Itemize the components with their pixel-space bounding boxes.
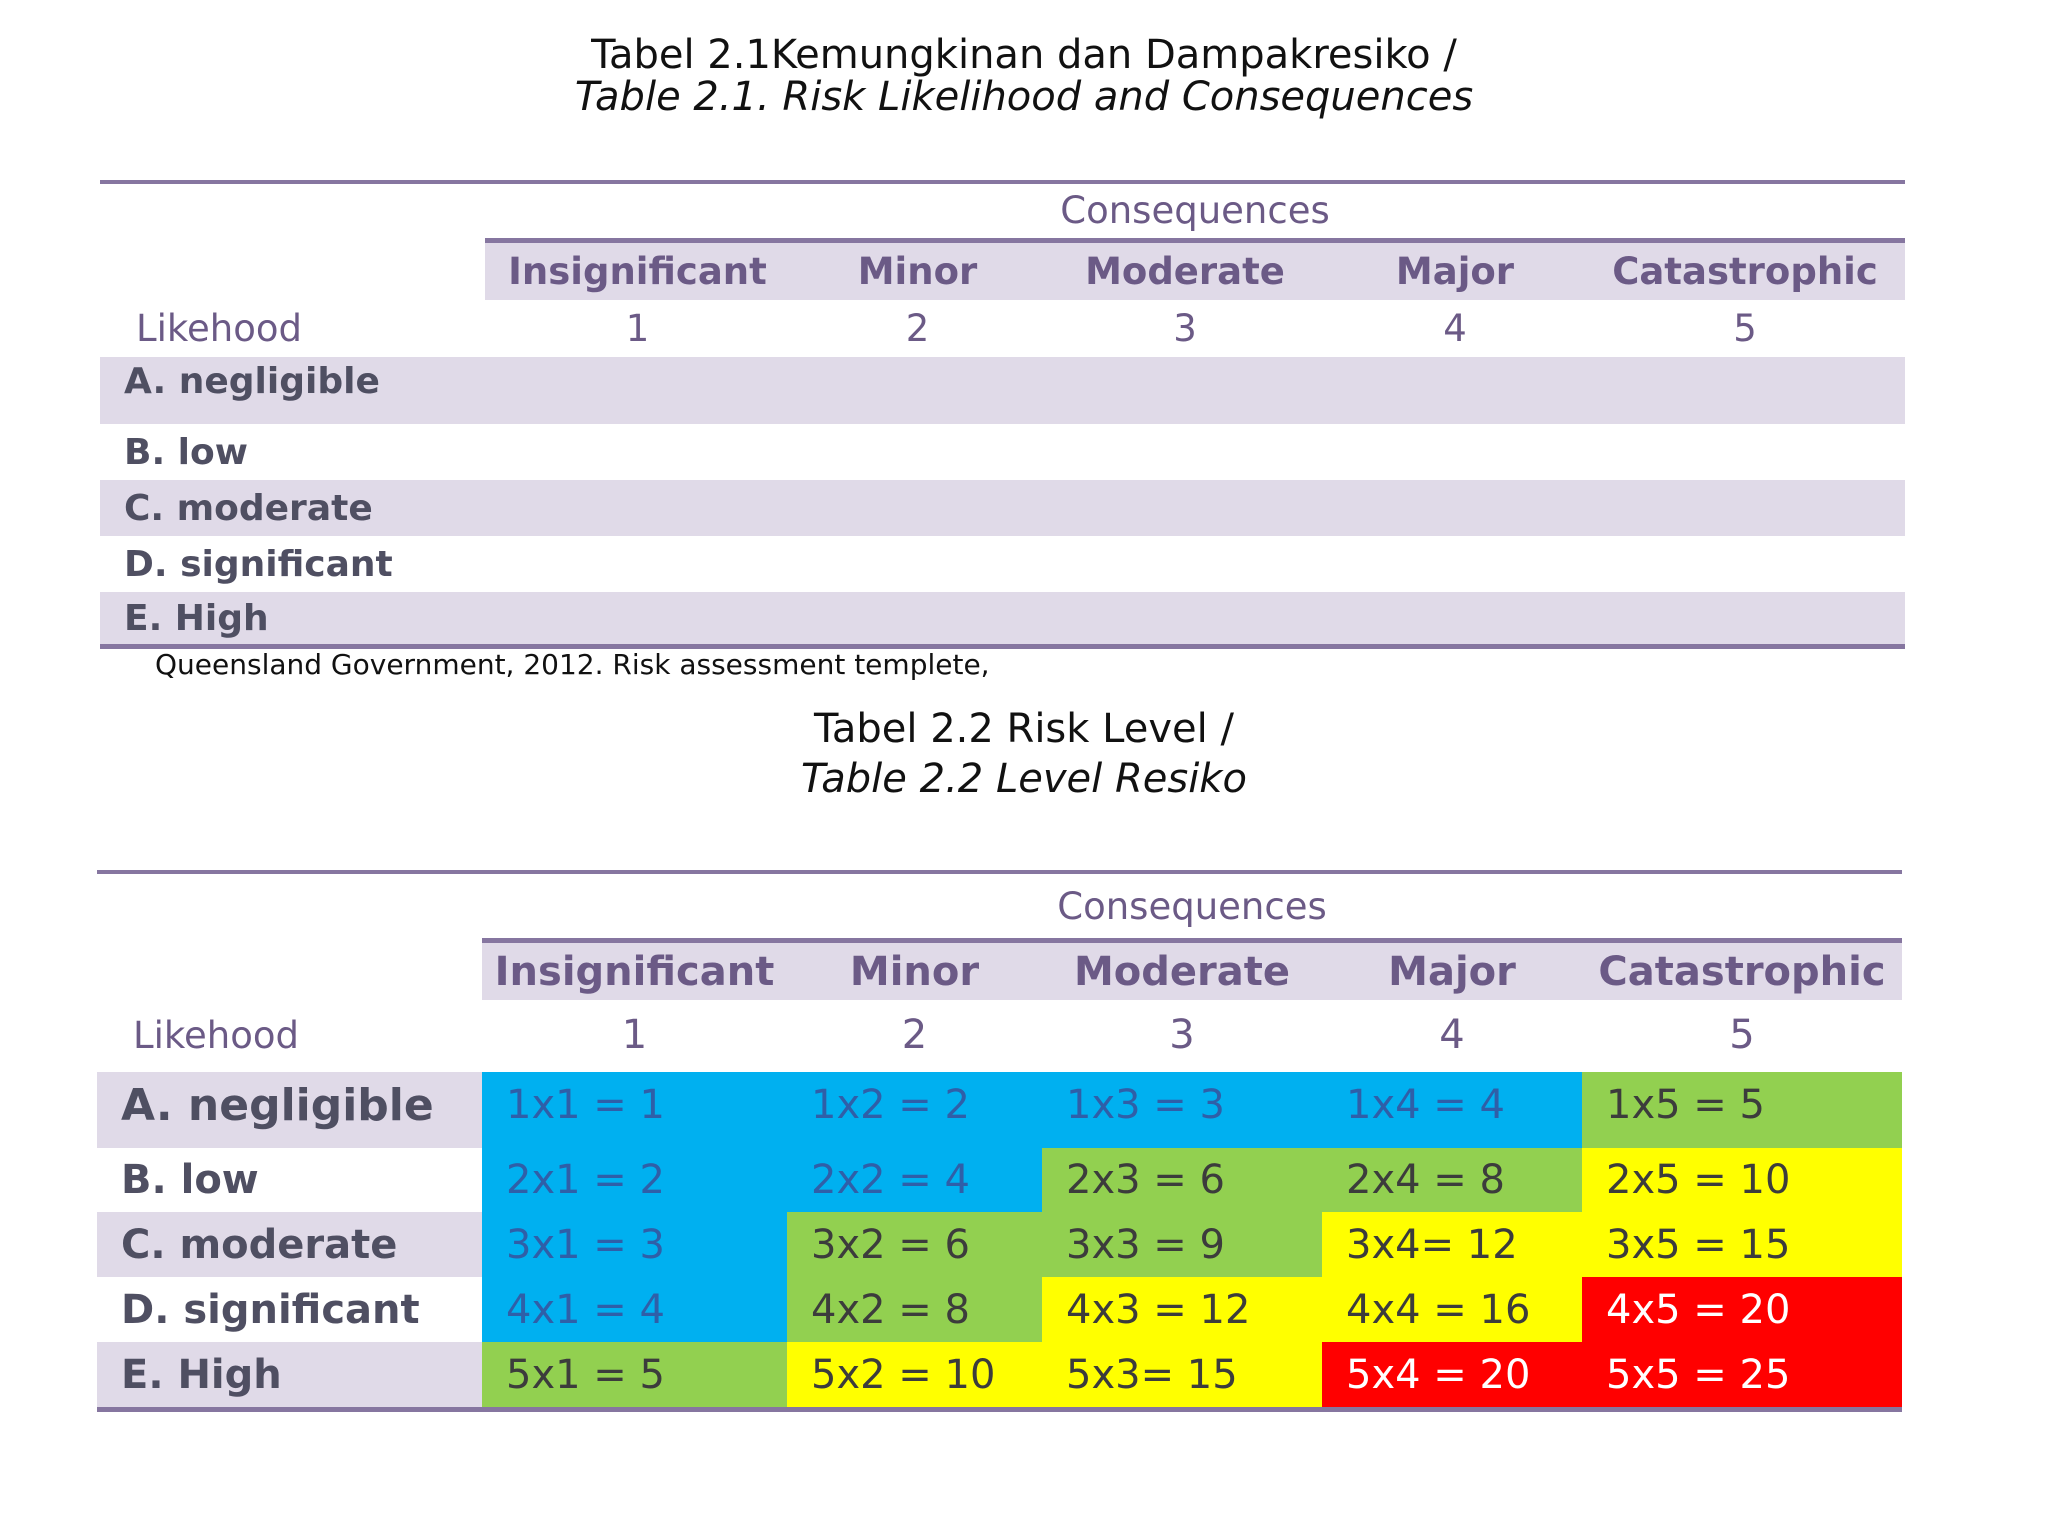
table1-top-rule [100, 180, 1905, 184]
table1-header-major: Major [1395, 250, 1515, 293]
table2-title-line2: Table 2.2 Level Resiko [801, 756, 1247, 802]
risk-cell-blue: 2x1 = 2 [482, 1148, 787, 1212]
risk-cell-red: 4x5 = 20 [1582, 1277, 1902, 1342]
table2-header-minor: Minor [849, 948, 980, 995]
table2-risk-level-matrix: Consequences Insignificant Minor Moderate M… [97, 870, 1902, 1415]
risk-cell-red: 5x5 = 25 [1582, 1342, 1902, 1407]
risk-cell-fill [787, 1138, 1042, 1148]
risk-cell-green: 3x2 = 6 [787, 1212, 1042, 1277]
table2-header-catastrophic: Catastrophic [1598, 948, 1886, 995]
risk-cell-fill [1042, 1138, 1322, 1148]
table1-row [100, 480, 1905, 536]
risk-cell-green: 2x3 = 6 [1042, 1148, 1322, 1212]
table1-row-label: C. moderate [124, 487, 373, 529]
table1-number-1: 1 [625, 306, 650, 350]
risk-cell-red: 5x4 = 20 [1322, 1342, 1582, 1407]
risk-cell-blue: 1x3 = 3 [1042, 1072, 1322, 1138]
table1-header-catastrophic: Catastrophic [1612, 250, 1878, 293]
risk-cell-blue: 1x2 = 2 [787, 1072, 1042, 1138]
risk-cell-yellow: 3x5 = 15 [1582, 1212, 1902, 1277]
source-note: Queensland Government, 2012. Risk assess… [155, 648, 990, 681]
table1-consequences-label: Consequences [1060, 189, 1330, 232]
table1-number-3: 3 [1173, 306, 1197, 350]
table2-row-label: A. negligible [121, 1079, 434, 1131]
table1-number-2: 2 [905, 306, 930, 350]
table1-row [100, 536, 1905, 592]
risk-cell-blue: 2x2 = 4 [787, 1148, 1042, 1212]
risk-cell-blue: 4x1 = 4 [482, 1277, 787, 1342]
table2-likelihood-label: Likehood [133, 1013, 299, 1057]
table2-number-5: 5 [1729, 1012, 1755, 1058]
table1-number-4: 4 [1443, 306, 1467, 350]
table1-likelihood-consequences: Consequences Insignificant Minor Moderate M… [100, 180, 1905, 650]
table1-header-minor: Minor [857, 250, 978, 293]
table2-consequences-label: Consequences [1057, 885, 1327, 928]
table1-title-line1: Tabel 2.1Kemungkinan dan Dampakresiko / [591, 32, 1457, 78]
table1-likelihood-label: Likehood [136, 306, 302, 350]
table2-top-rule [97, 870, 1902, 874]
risk-cell-yellow: 4x4 = 16 [1322, 1277, 1582, 1342]
table1-number-5: 5 [1733, 306, 1757, 350]
table2-header-band [482, 938, 1902, 1000]
table1-row-label: B. low [124, 431, 248, 473]
risk-cell-fill [482, 1138, 787, 1148]
table2-header-major: Major [1388, 948, 1516, 995]
risk-cell-blue: 3x1 = 3 [482, 1212, 787, 1277]
table2-title-line1: Tabel 2.2 Risk Level / [814, 706, 1234, 752]
risk-cell-green: 1x5 = 5 [1582, 1072, 1902, 1138]
table2-row-label: C. moderate [121, 1221, 398, 1268]
table2-row-label: D. significant [121, 1286, 420, 1333]
table2-number-2: 2 [901, 1012, 928, 1058]
table1-bottom-rule [100, 644, 1905, 649]
table2-number-1: 1 [621, 1012, 648, 1058]
risk-cell-green: 5x1 = 5 [482, 1342, 787, 1407]
risk-cell-fill [1582, 1138, 1902, 1148]
table1-row [100, 592, 1905, 644]
risk-cell-yellow: 2x5 = 10 [1582, 1148, 1902, 1212]
table2-title: Tabel 2.2 Risk Level / Table 2.2 Level R… [0, 704, 2048, 804]
table2-bottom-rule [97, 1407, 1902, 1412]
risk-cell-green: 3x3 = 9 [1042, 1212, 1322, 1277]
risk-cell-blue: 1x4 = 4 [1322, 1072, 1582, 1138]
table2-number-3: 3 [1169, 1012, 1195, 1058]
table1-row-label: D. significant [124, 543, 393, 585]
table1-header-insignificant: Insignificant [508, 250, 767, 293]
table1-row [100, 424, 1905, 480]
risk-cell-yellow: 5x2 = 10 [787, 1342, 1042, 1407]
table1-row-label: E. High [124, 597, 269, 639]
table2-header-insignificant: Insignificant [494, 948, 775, 995]
table1-header-moderate: Moderate [1085, 250, 1285, 293]
risk-cell-green: 2x4 = 8 [1322, 1148, 1582, 1212]
risk-cell-yellow: 5x3= 15 [1042, 1342, 1322, 1407]
table2-row-label: B. low [121, 1157, 259, 1203]
table1-row-label: A. negligible [124, 361, 380, 402]
table2-header-moderate: Moderate [1073, 948, 1290, 995]
table1-row [100, 357, 1905, 424]
table1-header-band [485, 238, 1905, 300]
risk-cell-fill [1322, 1138, 1582, 1148]
table1-title-line2: Table 2.1. Risk Likelihood and Consequen… [574, 74, 1474, 120]
risk-cell-blue: 1x1 = 1 [482, 1072, 787, 1138]
table2-number-4: 4 [1439, 1012, 1465, 1058]
risk-cell-yellow: 4x3 = 12 [1042, 1277, 1322, 1342]
risk-cell-green: 4x2 = 8 [787, 1277, 1042, 1342]
risk-cell-yellow: 3x4= 12 [1322, 1212, 1582, 1277]
table1-title: Tabel 2.1Kemungkinan dan Dampakresiko / … [0, 34, 2048, 118]
table2-row-label: E. High [121, 1351, 282, 1398]
